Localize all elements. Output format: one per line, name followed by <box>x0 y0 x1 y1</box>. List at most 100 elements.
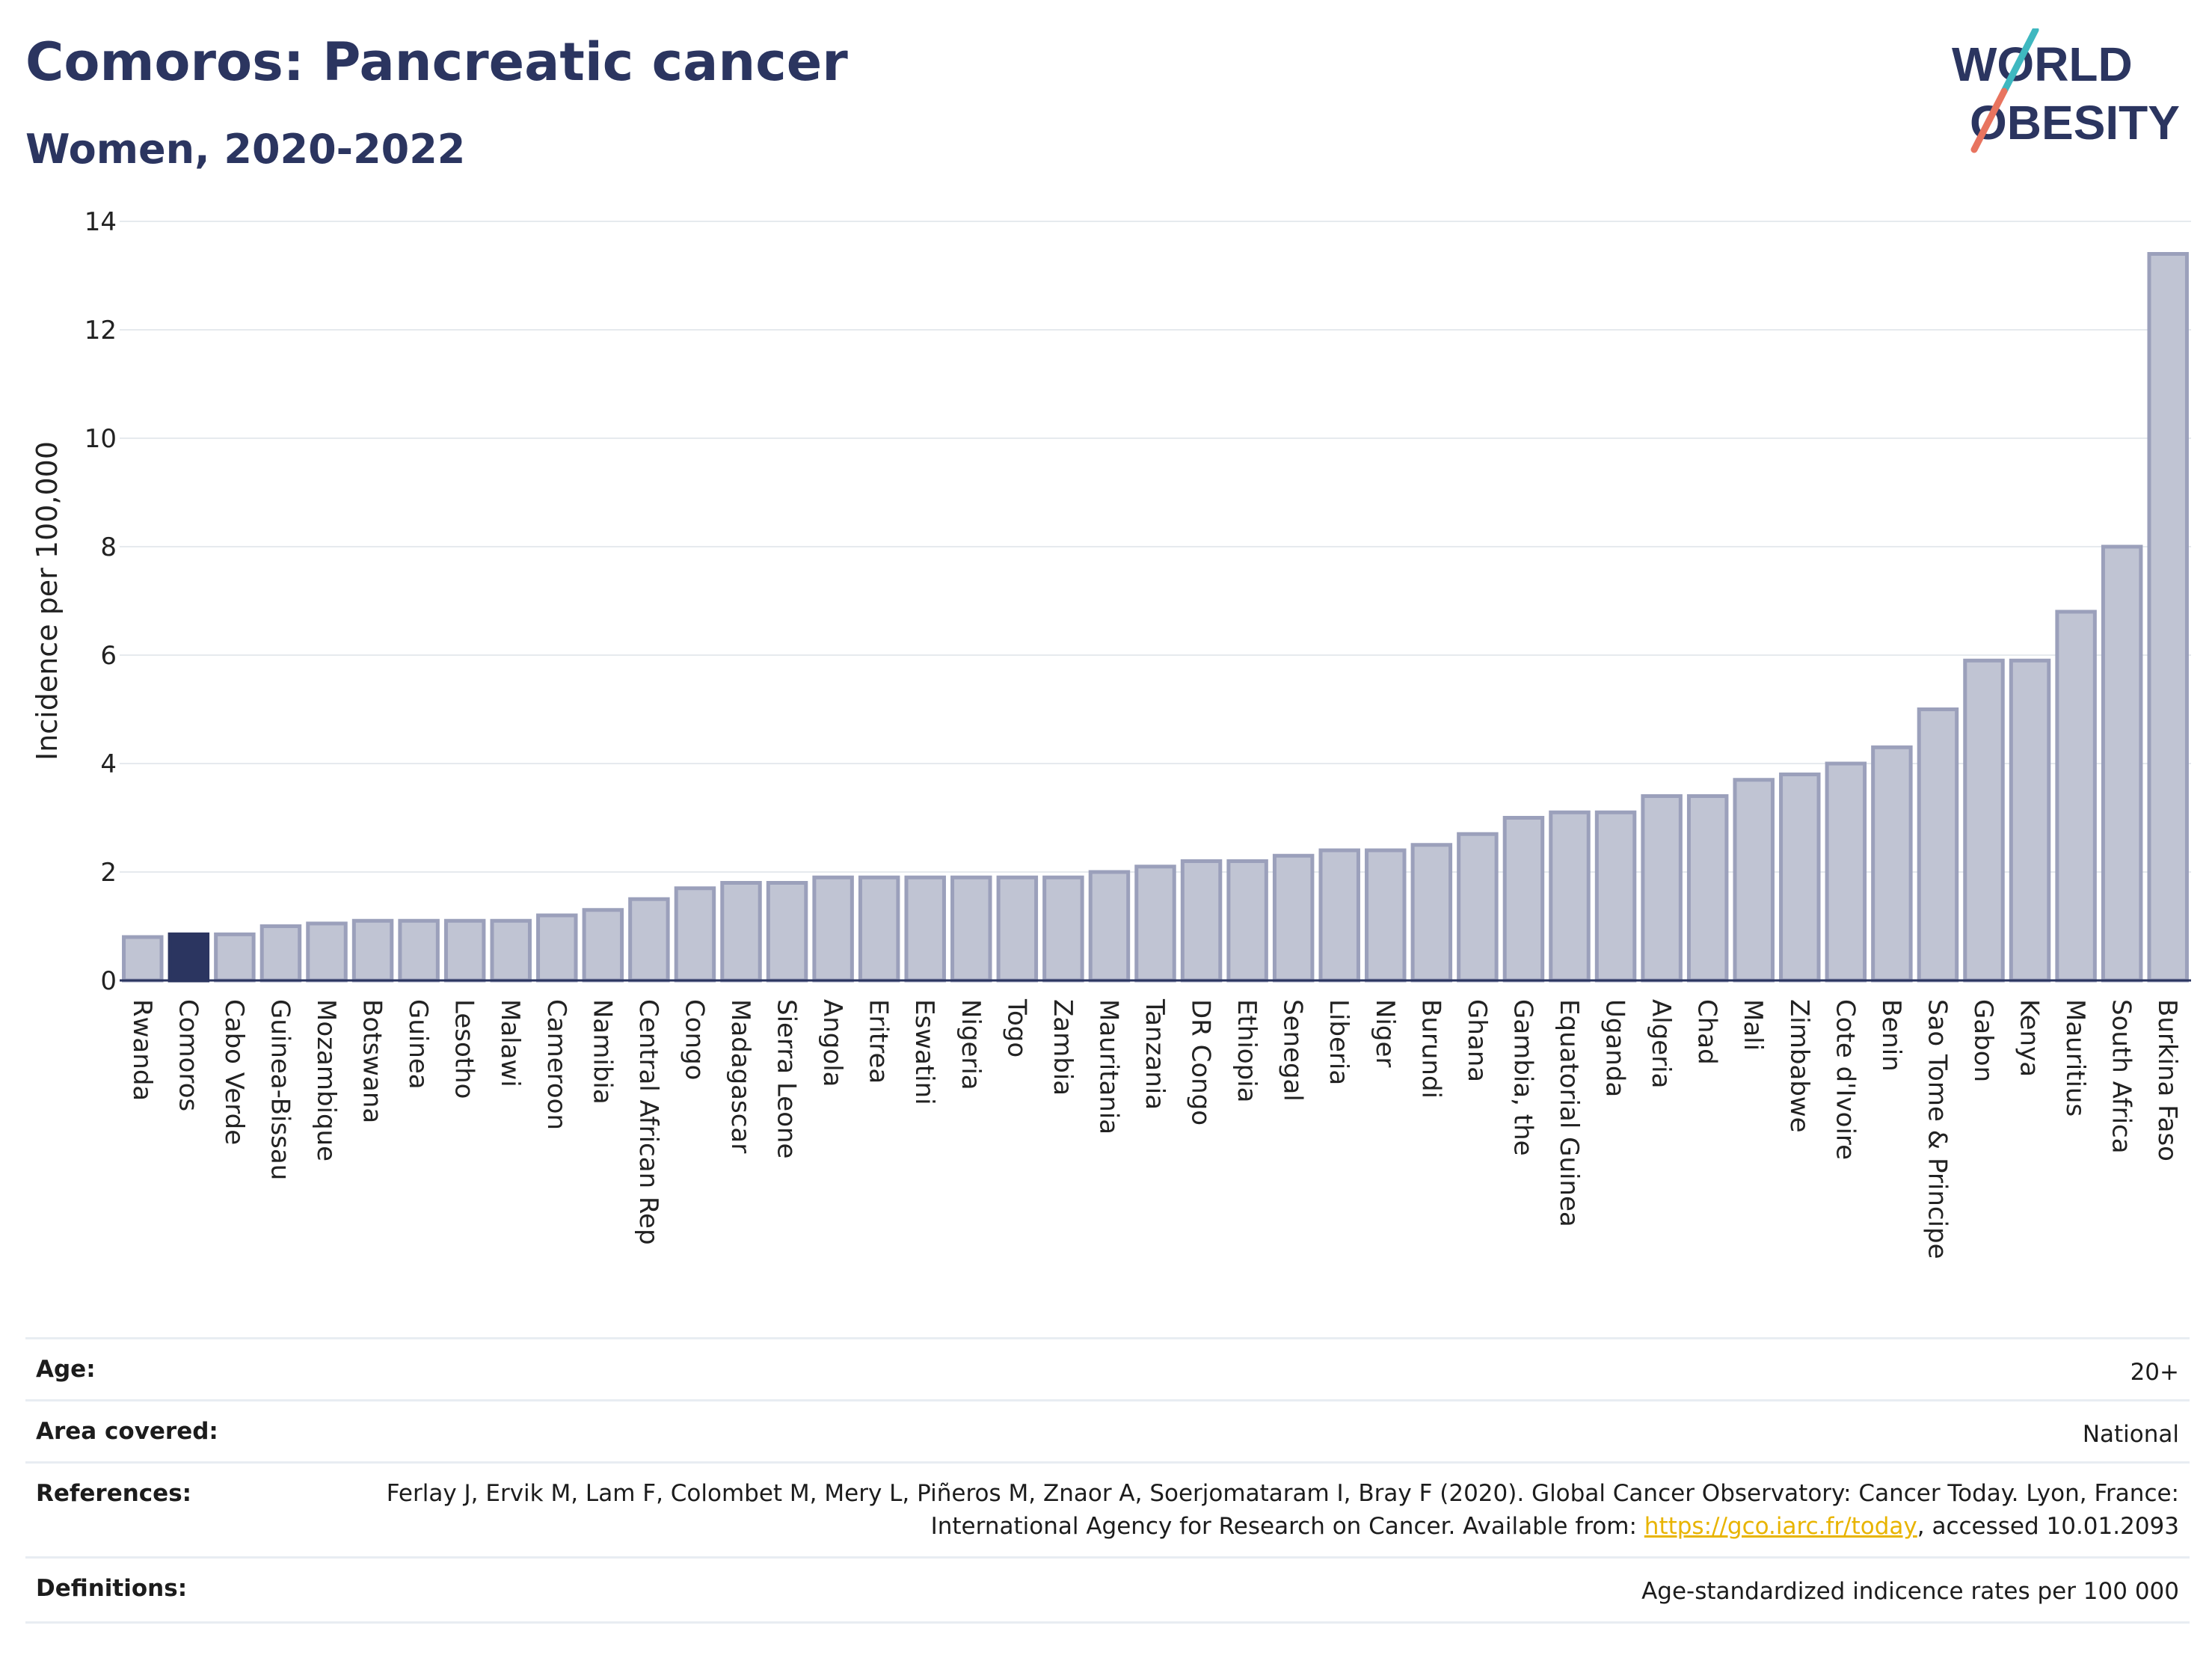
bar <box>1088 870 1131 983</box>
bar <box>2101 544 2143 983</box>
y-tick-label: 6 <box>100 641 117 671</box>
bar <box>628 897 670 983</box>
bar <box>582 908 624 983</box>
world-obesity-logo: WORLD OBESITY <box>1952 28 2180 153</box>
bar <box>904 875 946 983</box>
bar-highlight <box>168 932 210 983</box>
x-tick-label: Ghana <box>1462 999 1492 1082</box>
bar <box>674 886 716 983</box>
references-label: References: <box>36 1480 192 1507</box>
bar <box>1963 658 2005 983</box>
bar <box>1641 794 1683 983</box>
x-tick-label: Tanzania <box>1140 998 1170 1110</box>
bar <box>1410 843 1453 983</box>
x-tick-label: Equatorial Guinea <box>1554 999 1584 1227</box>
x-tick-label: Benin <box>1876 999 1906 1072</box>
bar <box>766 881 808 983</box>
x-tick-label: Madagascar <box>725 999 755 1153</box>
bar <box>259 924 302 983</box>
area-label: Area covered: <box>36 1418 218 1445</box>
x-tick-label: Mauritania <box>1093 999 1123 1134</box>
bar <box>398 918 440 983</box>
meta-row-references: References: Ferlay J, Ervik M, Lam F, Co… <box>25 1461 2190 1556</box>
y-axis-label: Incidence per 100,000 <box>31 441 64 761</box>
x-tick-label: Gabon <box>1968 999 1998 1082</box>
bar <box>858 875 900 983</box>
bar <box>536 913 578 983</box>
references-link[interactable]: https://gco.iarc.fr/today <box>1644 1513 1917 1540</box>
bar <box>1825 761 1867 983</box>
references-accessed: , accessed 10.01.2093 <box>1917 1513 2179 1540</box>
x-tick-label: Eswatini <box>909 999 939 1105</box>
x-tick-label: Angola <box>817 999 847 1087</box>
bar <box>351 918 394 983</box>
chart-title: Comoros: Pancreatic cancer <box>25 31 848 93</box>
bar <box>950 875 992 983</box>
x-tick-label: Senegal <box>1278 999 1308 1102</box>
bar <box>1871 745 1913 983</box>
x-tick-label: Chad <box>1692 999 1722 1065</box>
bar <box>1457 832 1499 983</box>
x-tick-label: Uganda <box>1600 999 1630 1097</box>
bar <box>1594 810 1637 983</box>
bar <box>1686 794 1729 983</box>
x-tick-label: Zambia <box>1048 999 1078 1096</box>
bar <box>1272 853 1315 983</box>
logo-slash-teal <box>2000 28 2039 95</box>
x-tick-label: Kenya <box>2015 999 2044 1077</box>
x-tick-label: Sao Tome & Principe <box>1922 999 1952 1259</box>
x-tick-label: Gambia, the <box>1508 999 1537 1156</box>
bar <box>1733 778 1775 983</box>
x-tick-label: Mauritius <box>2060 999 2090 1117</box>
bar <box>2055 610 2097 983</box>
x-tick-label: DR Congo <box>1186 999 1216 1126</box>
x-tick-label: Burundi <box>1416 999 1446 1099</box>
y-tick-label: 12 <box>85 316 117 346</box>
x-tick-label: Rwanda <box>127 999 157 1101</box>
chart-subtitle: Women, 2020-2022 <box>25 126 466 173</box>
bar <box>1549 810 1591 983</box>
meta-row-age: Age: 20+ <box>25 1337 2190 1399</box>
x-tick-label: Togo <box>1001 998 1031 1057</box>
bar <box>443 918 486 983</box>
meta-row-area: Area covered: National <box>25 1399 2190 1461</box>
x-axis-ticks: Rwanda Comoros Cabo Verde Guinea-Bissau Moza… <box>127 998 2182 1259</box>
bar <box>1134 865 1176 983</box>
x-tick-label: Cabo Verde <box>219 999 249 1145</box>
definitions-value: Age-standardized indicence rates per 100… <box>1641 1578 2179 1605</box>
bar <box>306 921 348 983</box>
y-tick-label: 14 <box>85 207 117 237</box>
x-tick-label: Cameroon <box>541 999 571 1130</box>
bar <box>1502 816 1545 983</box>
x-tick-label: Comoros <box>173 999 203 1111</box>
x-tick-label: Botswana <box>357 999 387 1123</box>
bar <box>214 932 256 983</box>
bar-chart: 0 2 4 6 8 10 12 14 Rwanda Comoros Cabo Verde Guine… <box>31 207 2191 1259</box>
x-tick-label: Guinea-Bissau <box>265 999 295 1180</box>
bar <box>1917 707 1959 983</box>
metadata-table: Age: 20+ Area covered: National Referenc… <box>25 1337 2190 1624</box>
y-tick-label: 4 <box>100 749 117 779</box>
x-tick-label: Niger <box>1370 999 1400 1067</box>
bar <box>1180 859 1223 983</box>
bar <box>720 881 762 983</box>
x-tick-label: Central African Rep <box>633 999 663 1245</box>
area-value: National <box>2082 1421 2179 1448</box>
y-tick-label: 0 <box>100 966 117 996</box>
x-tick-label: Zimbabwe <box>1784 999 1814 1133</box>
x-tick-label: Burkina Faso <box>2152 999 2182 1161</box>
y-tick-label: 10 <box>85 424 117 454</box>
y-tick-label: 2 <box>100 858 117 888</box>
logo-line1: WORLD <box>1952 37 2133 91</box>
y-tick-label: 8 <box>100 532 117 562</box>
x-tick-label: Ethiopia <box>1232 999 1262 1102</box>
x-tick-label: Guinea <box>403 999 433 1090</box>
x-tick-label: Eritrea <box>864 999 894 1084</box>
bar <box>1365 848 1407 983</box>
x-tick-label: Mali <box>1738 999 1768 1051</box>
x-tick-label: South Africa <box>2107 999 2136 1154</box>
bar <box>2147 252 2189 983</box>
bar <box>1779 773 1821 983</box>
logo-line2: OBESITY <box>1970 96 2180 150</box>
bar <box>122 935 164 983</box>
